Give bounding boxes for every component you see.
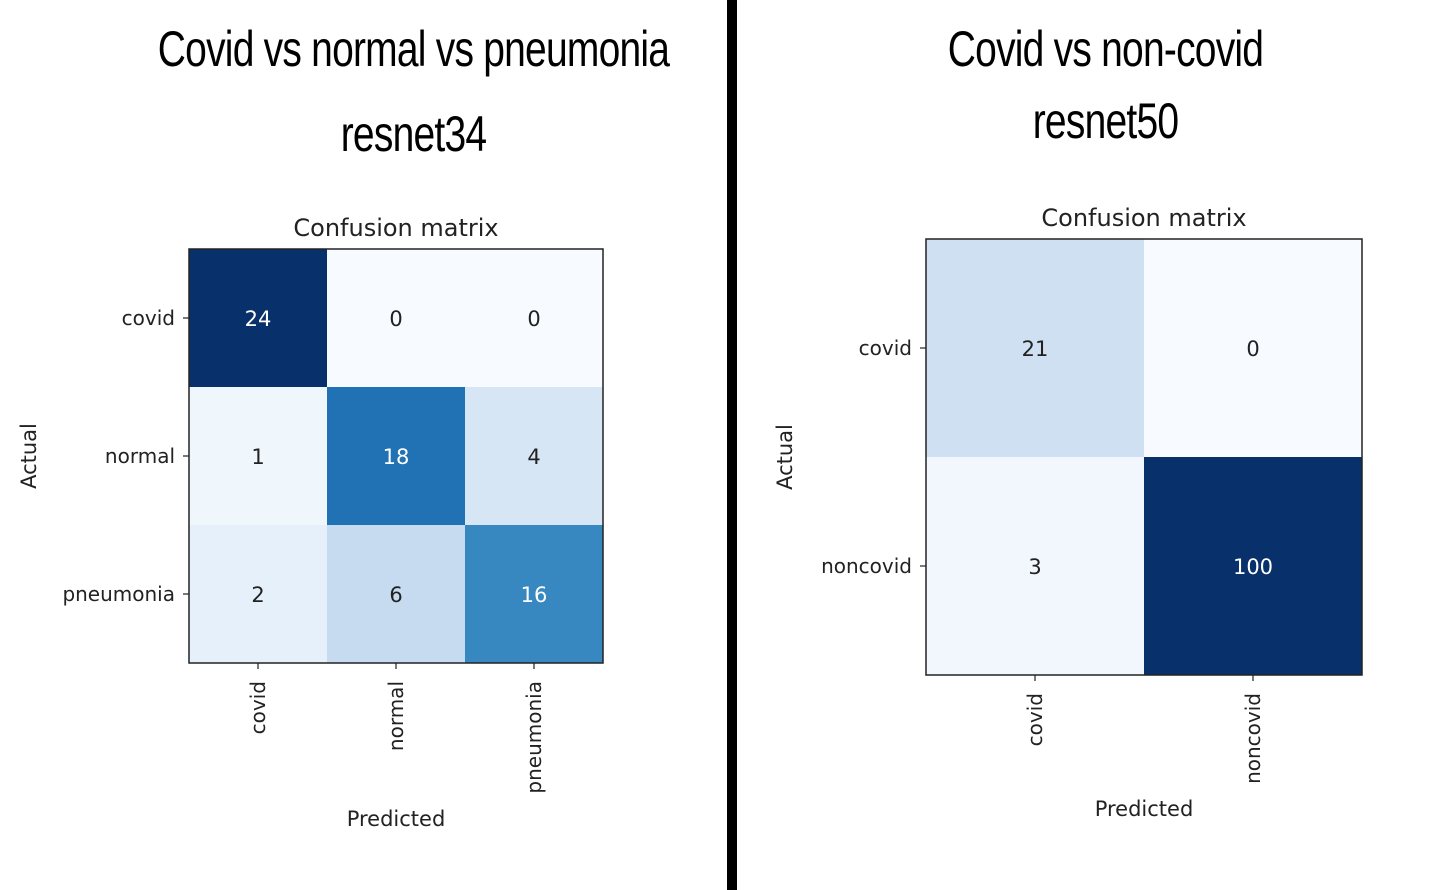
- matrix-cell: [189, 525, 327, 663]
- cell-value-label: 2: [251, 583, 264, 607]
- matrix-cell: [1144, 239, 1362, 457]
- cell-value-label: 4: [527, 445, 540, 469]
- y-tick-label: noncovid: [821, 554, 912, 578]
- y-tick-label: covid: [859, 336, 912, 360]
- y-tick-label: covid: [122, 306, 175, 330]
- cell-value-label: 6: [389, 583, 402, 607]
- cell-value-label: 0: [1246, 337, 1259, 361]
- y-tick-label: normal: [105, 444, 175, 468]
- x-tick-label: normal: [384, 681, 408, 751]
- cell-value-label: 0: [527, 307, 540, 331]
- matrix-frame: [925, 238, 1363, 676]
- x-tick-label: pneumonia: [522, 681, 546, 794]
- matrix-cell: [926, 239, 1144, 457]
- x-axis-label: Predicted: [347, 807, 446, 831]
- cell-value-label: 1: [251, 445, 264, 469]
- cell-value-label: 21: [1022, 337, 1049, 361]
- matrix-cell: [465, 249, 603, 387]
- panel-divider: [727, 0, 737, 890]
- cell-value-label: 24: [245, 307, 272, 331]
- panel-heading-line2: resnet50: [1032, 93, 1179, 149]
- left-panel: Covid vs normal vs pneumonia resnet34 Co…: [17, 21, 670, 831]
- matrix-cell: [465, 387, 603, 525]
- right-panel: Covid vs non-covid resnet50 Confusion ma…: [737, 0, 1454, 890]
- chart-title: Confusion matrix: [1041, 204, 1246, 232]
- matrix-cell: [327, 249, 465, 387]
- matrix-cell: [327, 387, 465, 525]
- cell-value-label: 0: [389, 307, 402, 331]
- y-tick-label: pneumonia: [62, 582, 175, 606]
- cell-value-label: 18: [383, 445, 410, 469]
- x-tick-label: covid: [246, 681, 270, 734]
- cell-value-label: 3: [1028, 555, 1041, 579]
- panel-heading-line1: Covid vs non-covid: [947, 21, 1264, 77]
- matrix-cell: [189, 387, 327, 525]
- x-tick-label: covid: [1023, 693, 1047, 746]
- y-axis-label: Actual: [17, 423, 41, 489]
- matrix-cell: [1144, 457, 1362, 675]
- chart-title: Confusion matrix: [293, 214, 498, 242]
- x-axis-label: Predicted: [1095, 797, 1194, 821]
- cell-value-label: 16: [521, 583, 548, 607]
- y-axis-label: Actual: [773, 424, 797, 490]
- panel-heading-line1: Covid vs normal vs pneumonia: [157, 21, 670, 77]
- panel-heading-line2: resnet34: [340, 106, 487, 162]
- cell-value-label: 100: [1233, 555, 1273, 579]
- x-tick-label: noncovid: [1241, 693, 1265, 784]
- matrix-cell: [189, 249, 327, 387]
- confusion-matrix-chart-3class: Confusion matrix 24 0 0 1 18 4 2 6 16 covid normal p…: [17, 214, 604, 831]
- confusion-matrix-chart-2class: Confusion matrix 21 0 3 100 covid noncovid covi…: [773, 204, 1363, 821]
- matrix-cell: [465, 525, 603, 663]
- matrix-cell: [926, 457, 1144, 675]
- matrix-cell: [327, 525, 465, 663]
